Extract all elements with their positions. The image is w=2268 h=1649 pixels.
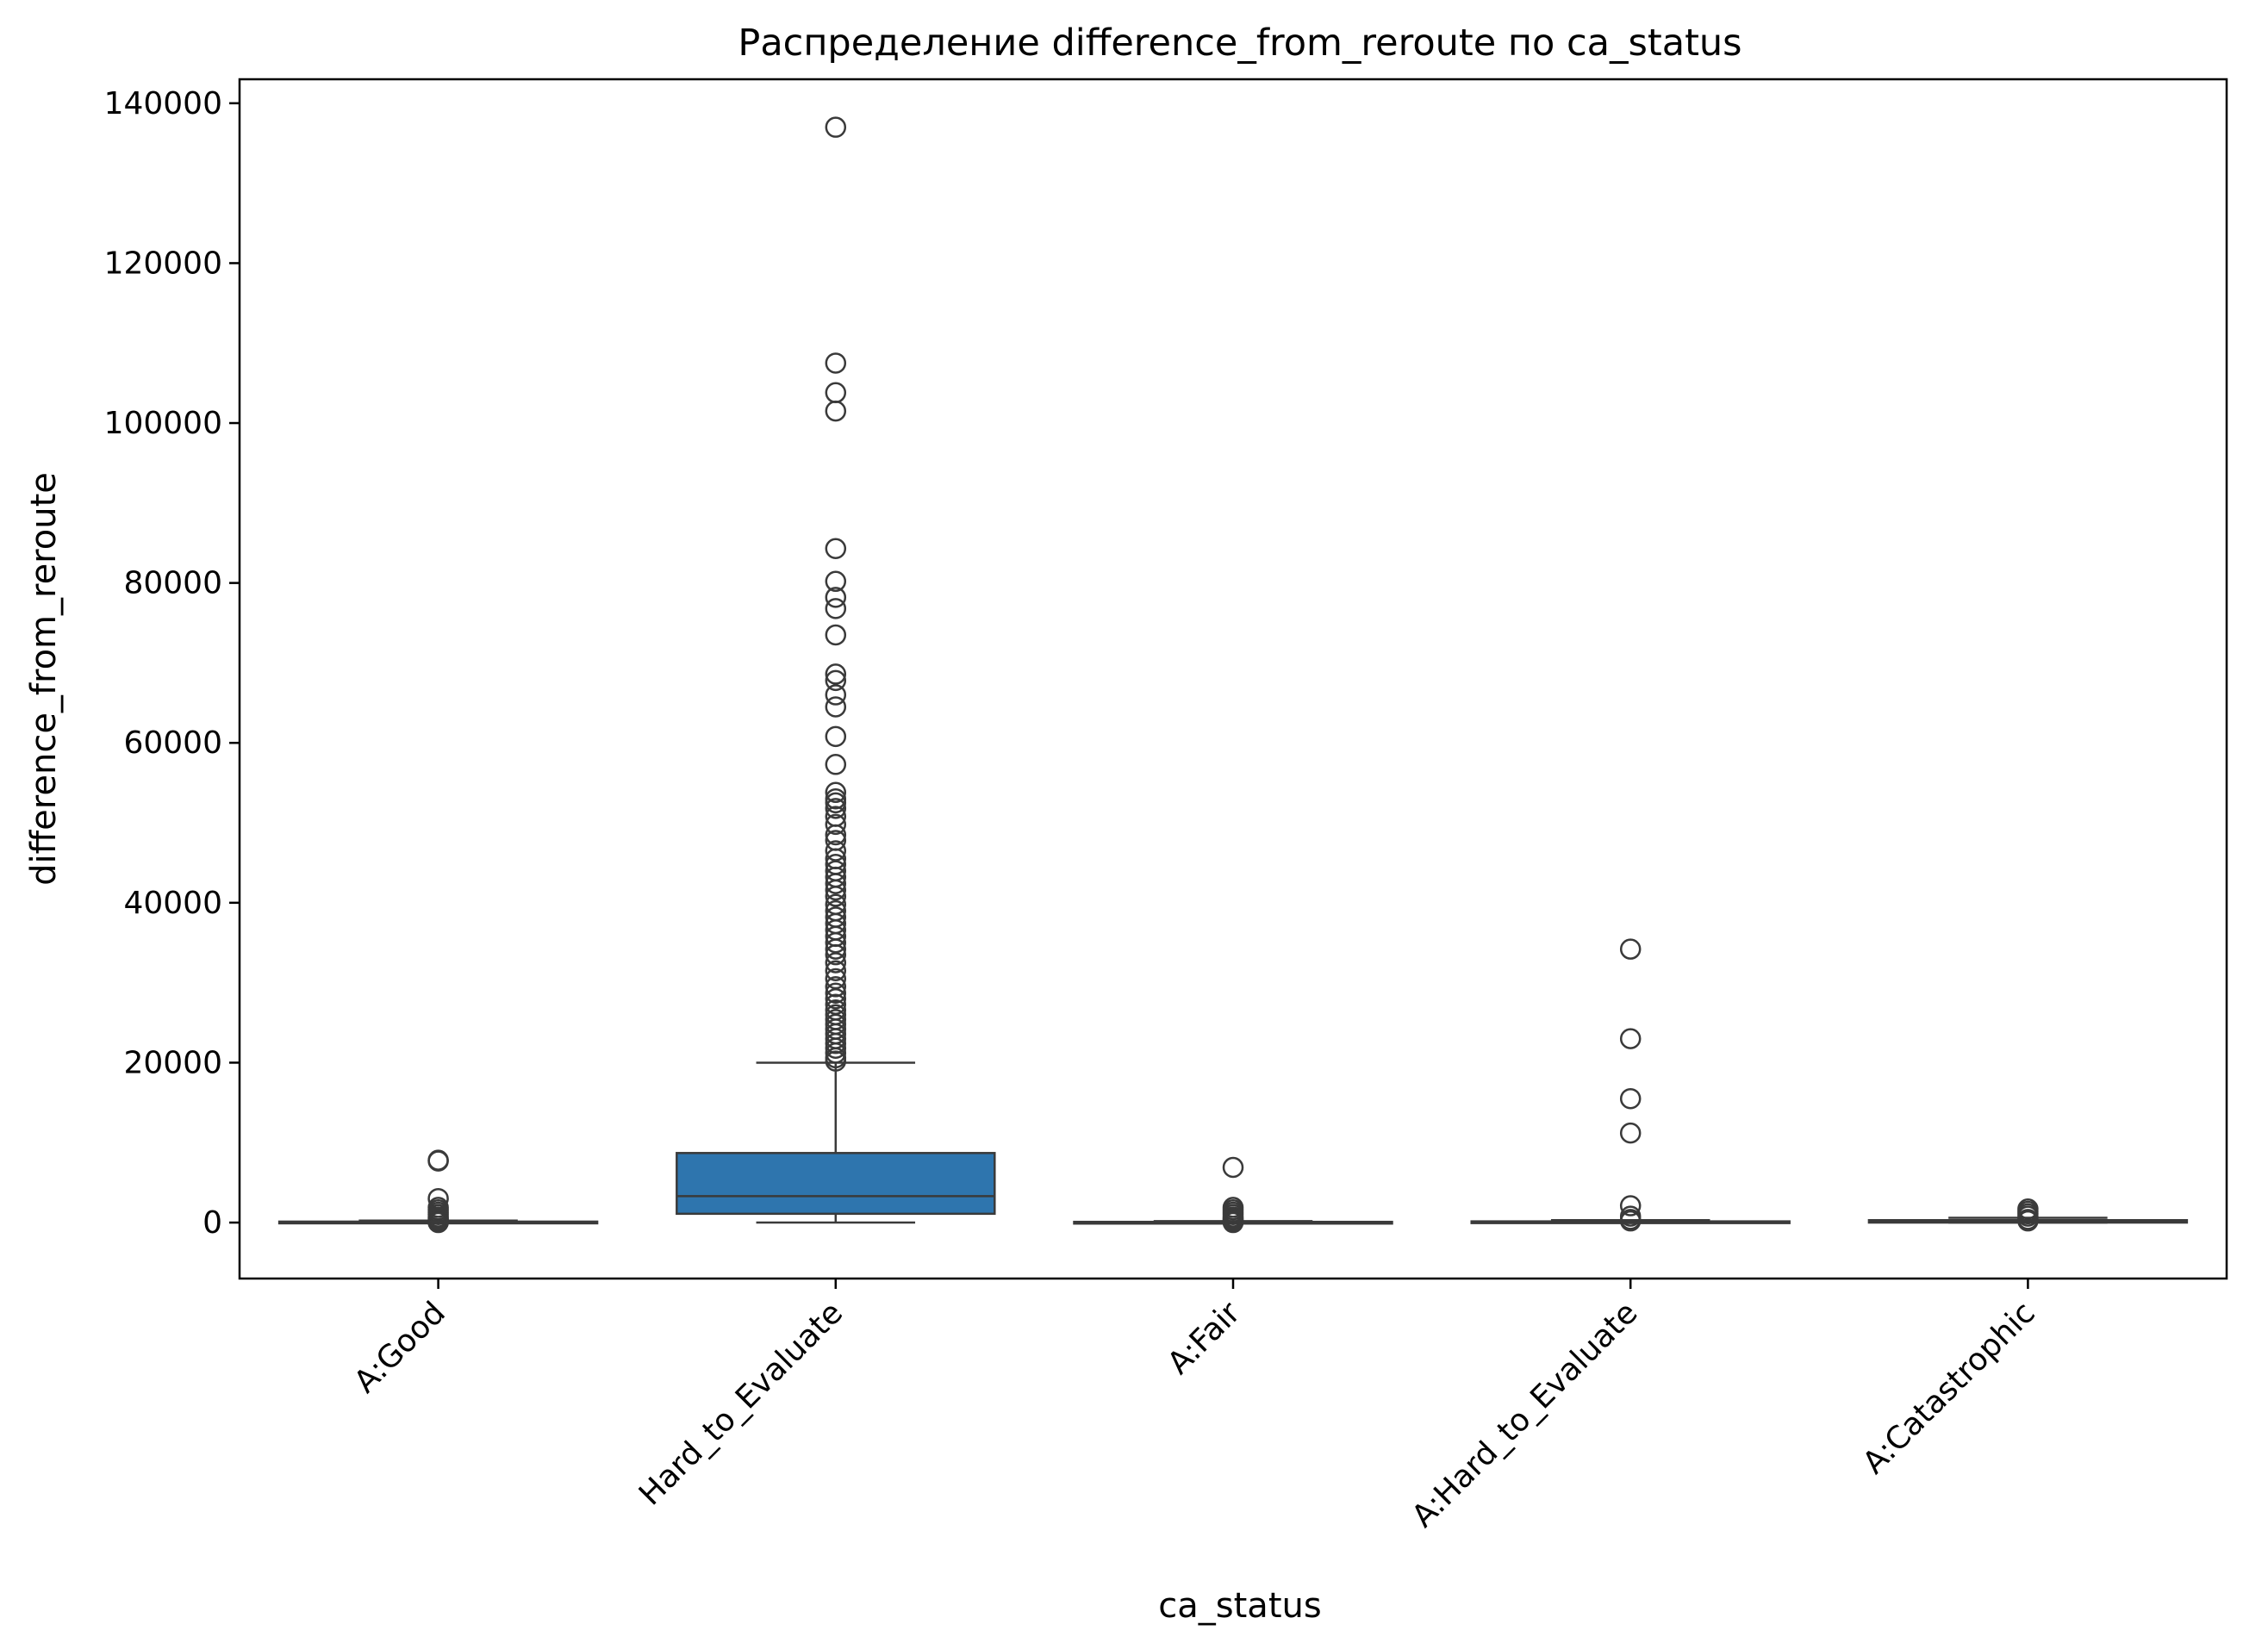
outlier-point <box>1222 1211 1244 1234</box>
y-axis: 0 20000 40000 60000 80000 100000 120000 140000 <box>104 86 240 1241</box>
outlier-point <box>1619 938 1642 960</box>
box-iqr <box>676 1152 996 1216</box>
y-tick-label: 40000 <box>123 886 222 921</box>
outlier-point <box>825 813 847 836</box>
y-tick-label: 0 <box>202 1205 222 1241</box>
outlier-point <box>825 792 847 814</box>
outlier-point <box>825 798 847 819</box>
outlier-point <box>825 684 847 706</box>
outlier-point <box>825 400 847 422</box>
box-group <box>1470 938 1791 1232</box>
outlier-point <box>825 886 847 907</box>
outlier-point <box>825 116 847 138</box>
box-group <box>277 1149 599 1234</box>
outlier-point <box>825 538 847 559</box>
outlier-point <box>825 824 847 846</box>
outlier-point <box>825 1032 847 1055</box>
outlier-point <box>825 725 847 748</box>
outlier-point <box>1619 1195 1642 1217</box>
outlier-point <box>825 879 847 901</box>
plot-area <box>277 116 2189 1234</box>
box-group <box>1073 1156 1393 1234</box>
outlier-point <box>825 952 847 974</box>
y-tick-label: 140000 <box>104 86 222 121</box>
outlier-point <box>825 987 847 1010</box>
box-group <box>1867 1198 2189 1232</box>
y-axis-label: difference_from_reroute <box>24 472 64 886</box>
outlier-point <box>825 1050 847 1072</box>
outlier-point <box>2017 1210 2039 1232</box>
outlier-point <box>825 1042 847 1064</box>
outlier-point <box>1619 1210 1642 1232</box>
chart-title: Распределение difference_from_reroute по… <box>738 22 1742 65</box>
y-tick-label: 100000 <box>104 406 222 441</box>
outlier-point <box>825 624 847 646</box>
outlier-point <box>825 598 847 619</box>
y-tick-label: 20000 <box>123 1045 222 1080</box>
outlier-point <box>825 587 847 608</box>
outlier-point <box>1619 1028 1642 1049</box>
outlier-point <box>825 938 847 960</box>
y-tick-label: 60000 <box>123 725 222 761</box>
outlier-point <box>825 960 847 981</box>
outlier-point <box>1619 1087 1642 1110</box>
outlier-point <box>825 976 847 998</box>
box-group <box>676 116 996 1224</box>
outlier-point <box>427 1150 449 1172</box>
outlier-point <box>825 982 847 1004</box>
outlier-point <box>1222 1156 1244 1179</box>
outlier-point <box>825 663 847 685</box>
outlier-point <box>825 570 847 593</box>
outlier-point <box>825 873 847 894</box>
outlier-point <box>825 781 847 804</box>
outlier-point <box>1619 1122 1642 1144</box>
outlier-point <box>825 1037 847 1059</box>
x-axis-label: ca_status <box>1158 1586 1321 1626</box>
outlier-point <box>825 696 847 718</box>
outlier-point <box>825 754 847 775</box>
outlier-point <box>825 669 847 692</box>
y-tick-label: 80000 <box>123 566 222 601</box>
outlier-point <box>427 1211 449 1234</box>
y-tick-label: 120000 <box>104 246 222 281</box>
outlier-point <box>825 352 847 374</box>
outlier-point <box>825 943 847 966</box>
